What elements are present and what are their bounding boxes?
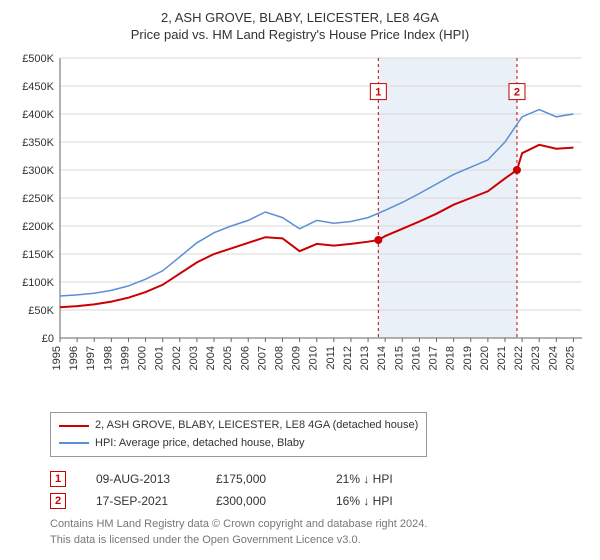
svg-text:£500K: £500K bbox=[22, 53, 54, 65]
svg-text:1: 1 bbox=[375, 87, 381, 99]
chart-title-block: 2, ASH GROVE, BLABY, LEICESTER, LE8 4GA … bbox=[10, 10, 590, 42]
svg-text:2008: 2008 bbox=[273, 346, 285, 370]
svg-text:2010: 2010 bbox=[308, 346, 320, 370]
svg-text:2025: 2025 bbox=[564, 346, 576, 370]
transaction-marker: 1 bbox=[50, 471, 66, 487]
svg-text:1995: 1995 bbox=[51, 346, 63, 370]
svg-text:£450K: £450K bbox=[22, 81, 54, 93]
svg-text:2005: 2005 bbox=[222, 346, 234, 370]
svg-text:1997: 1997 bbox=[85, 346, 97, 370]
svg-text:£100K: £100K bbox=[22, 277, 54, 289]
legend-label: 2, ASH GROVE, BLABY, LEICESTER, LE8 4GA … bbox=[95, 417, 418, 435]
title-address: 2, ASH GROVE, BLABY, LEICESTER, LE8 4GA bbox=[10, 10, 590, 25]
svg-text:£400K: £400K bbox=[22, 109, 54, 121]
svg-text:£300K: £300K bbox=[22, 165, 54, 177]
svg-text:2013: 2013 bbox=[359, 346, 371, 370]
svg-text:2023: 2023 bbox=[530, 346, 542, 370]
transaction-date: 17-SEP-2021 bbox=[96, 494, 186, 508]
svg-text:2011: 2011 bbox=[325, 346, 337, 370]
transaction-delta: 21% ↓ HPI bbox=[336, 472, 426, 486]
transaction-marker: 2 bbox=[50, 493, 66, 509]
svg-text:2019: 2019 bbox=[462, 346, 474, 370]
transaction-price: £175,000 bbox=[216, 472, 306, 486]
svg-text:£350K: £350K bbox=[22, 137, 54, 149]
svg-text:£150K: £150K bbox=[22, 249, 54, 261]
svg-text:2014: 2014 bbox=[376, 346, 388, 370]
svg-text:2003: 2003 bbox=[188, 346, 200, 370]
legend-swatch bbox=[59, 442, 89, 444]
svg-text:2001: 2001 bbox=[154, 346, 166, 370]
transaction-delta: 16% ↓ HPI bbox=[336, 494, 426, 508]
svg-text:2006: 2006 bbox=[239, 346, 251, 370]
svg-text:2021: 2021 bbox=[496, 346, 508, 370]
legend-swatch bbox=[59, 425, 89, 427]
transaction-row: 2 17-SEP-2021 £300,000 16% ↓ HPI bbox=[50, 493, 590, 509]
svg-text:1999: 1999 bbox=[119, 346, 131, 370]
svg-text:2009: 2009 bbox=[291, 346, 303, 370]
transaction-price: £300,000 bbox=[216, 494, 306, 508]
svg-text:2017: 2017 bbox=[428, 346, 440, 370]
svg-text:2020: 2020 bbox=[479, 346, 491, 370]
transactions-table: 1 09-AUG-2013 £175,000 21% ↓ HPI 2 17-SEP-202… bbox=[50, 471, 590, 509]
svg-text:1998: 1998 bbox=[102, 346, 114, 370]
svg-text:2004: 2004 bbox=[205, 346, 217, 370]
svg-text:2024: 2024 bbox=[547, 346, 559, 370]
svg-text:2012: 2012 bbox=[342, 346, 354, 370]
transaction-row: 1 09-AUG-2013 £175,000 21% ↓ HPI bbox=[50, 471, 590, 487]
svg-text:£200K: £200K bbox=[22, 221, 54, 233]
transaction-date: 09-AUG-2013 bbox=[96, 472, 186, 486]
footer-line2: This data is licensed under the Open Gov… bbox=[50, 533, 590, 548]
svg-text:2007: 2007 bbox=[256, 346, 268, 370]
attribution-footer: Contains HM Land Registry data © Crown c… bbox=[50, 517, 590, 548]
legend: 2, ASH GROVE, BLABY, LEICESTER, LE8 4GA … bbox=[50, 412, 427, 457]
line-chart: £0 £50K £100K £150K £200K £250K £300K £350K £400… bbox=[10, 48, 590, 408]
svg-text:£0: £0 bbox=[42, 333, 54, 345]
svg-text:1996: 1996 bbox=[68, 346, 80, 370]
svg-text:£250K: £250K bbox=[22, 193, 54, 205]
svg-text:2018: 2018 bbox=[445, 346, 457, 370]
svg-text:£50K: £50K bbox=[28, 305, 54, 317]
svg-text:2: 2 bbox=[514, 87, 520, 99]
legend-item: HPI: Average price, detached house, Blab… bbox=[59, 435, 418, 453]
footer-line1: Contains HM Land Registry data © Crown c… bbox=[50, 517, 590, 532]
legend-item: 2, ASH GROVE, BLABY, LEICESTER, LE8 4GA … bbox=[59, 417, 418, 435]
svg-text:2000: 2000 bbox=[137, 346, 149, 370]
svg-text:2022: 2022 bbox=[513, 346, 525, 370]
title-subtitle: Price paid vs. HM Land Registry's House … bbox=[10, 27, 590, 42]
legend-label: HPI: Average price, detached house, Blab… bbox=[95, 435, 305, 453]
svg-text:2016: 2016 bbox=[410, 346, 422, 370]
svg-text:2002: 2002 bbox=[171, 346, 183, 370]
svg-text:2015: 2015 bbox=[393, 346, 405, 370]
